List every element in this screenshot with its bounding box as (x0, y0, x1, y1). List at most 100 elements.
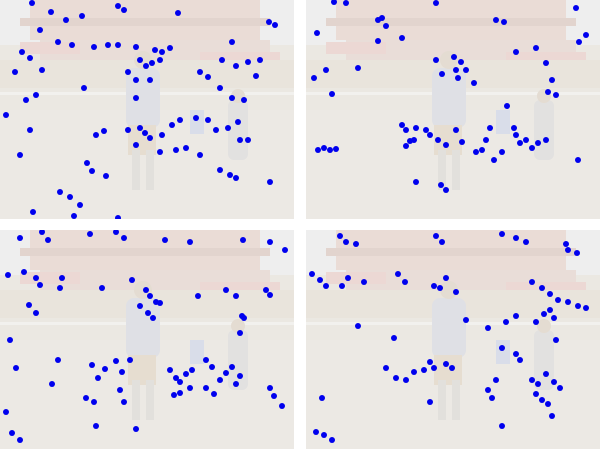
fixation-point (438, 182, 444, 188)
fixation-point (421, 367, 427, 373)
fixation-point (133, 142, 139, 148)
fixation-point (551, 315, 557, 321)
fixation-point (511, 125, 517, 131)
fixation-points (3, 230, 288, 443)
fixation-point (499, 231, 505, 237)
fixation-point (29, 0, 35, 6)
fixation-point (517, 140, 523, 146)
fixation-point (67, 194, 73, 200)
fixation-point (115, 215, 121, 219)
fixation-point (403, 377, 409, 383)
fixation-point (223, 370, 229, 376)
fixation-point (355, 65, 361, 71)
fixation-point (217, 85, 223, 91)
fixation-point (23, 97, 29, 103)
fixation-point (543, 137, 549, 143)
fixation-point (115, 3, 121, 9)
fixation-point (353, 241, 359, 247)
fixation-point (37, 27, 43, 33)
fixation-point (513, 49, 519, 55)
fixation-point (443, 361, 449, 367)
fixation-point (533, 391, 539, 397)
fixation-point (576, 39, 582, 45)
fixation-point (127, 357, 133, 363)
fixation-point (129, 277, 135, 283)
fixation-point (223, 287, 229, 293)
fixation-point (433, 233, 439, 239)
fixation-point (575, 303, 581, 309)
fixation-point (27, 55, 33, 61)
fixation-point (439, 71, 445, 77)
fixation-point (423, 127, 429, 133)
fixation-point (83, 395, 89, 401)
fixation-point (491, 157, 497, 163)
fixation-point (267, 292, 273, 298)
fixation-point (513, 132, 519, 138)
fixation-point (121, 7, 127, 13)
fixation-point (203, 385, 209, 391)
fixation-point (233, 381, 239, 387)
fixation-point (143, 287, 149, 293)
fixation-point (267, 239, 273, 245)
fixation-point (30, 209, 36, 215)
fixation-point (237, 373, 243, 379)
fixation-points (3, 0, 278, 219)
fixation-point (499, 423, 505, 429)
fixation-point (573, 5, 579, 11)
fixation-point (437, 285, 443, 291)
fixation-point (313, 429, 319, 435)
fixation-point (513, 235, 519, 241)
fixation-point (439, 239, 445, 245)
fixation-point (150, 315, 156, 321)
fixation-point (229, 39, 235, 45)
fixation-point (355, 323, 361, 329)
fixation-point (7, 337, 13, 343)
fixation-point (145, 310, 151, 316)
fixation-point (237, 330, 243, 336)
panel-bottom-right-svg (306, 230, 600, 449)
fixation-point (565, 299, 571, 305)
fixation-point (197, 69, 203, 75)
fixation-point (33, 92, 39, 98)
fixation-point (533, 319, 539, 325)
fixation-point (159, 49, 165, 55)
fixation-points (311, 0, 589, 193)
fixation-point (433, 57, 439, 63)
fixation-point (175, 10, 181, 16)
fixation-point (91, 399, 97, 405)
fixation-point (225, 125, 231, 131)
fixation-point (547, 291, 553, 297)
fixation-point (105, 42, 111, 48)
fixation-point (451, 54, 457, 60)
fixation-point (431, 283, 437, 289)
fixation-point (19, 49, 25, 55)
fixation-point (529, 377, 535, 383)
fixation-point (33, 310, 39, 316)
fixation-point (93, 423, 99, 429)
fixation-point (39, 230, 45, 235)
fixation-point (57, 189, 63, 195)
fixation-point (543, 371, 549, 377)
fixation-point (69, 42, 75, 48)
fixation-point (245, 59, 251, 65)
fixation-point (137, 303, 143, 309)
fixation-point (125, 69, 131, 75)
fixation-point (115, 42, 121, 48)
fixation-point (321, 432, 327, 438)
fixation-point (103, 173, 109, 179)
faded-photo (0, 230, 294, 449)
fixation-point (48, 9, 54, 15)
fixation-point (187, 385, 193, 391)
fixation-point (233, 293, 239, 299)
fixation-point (427, 132, 433, 138)
fixation-point (458, 59, 464, 65)
panel-top-left-svg (0, 0, 294, 219)
fixation-point (119, 369, 125, 375)
fixation-point (399, 122, 405, 128)
fixation-point (513, 313, 519, 319)
fixation-point (157, 300, 163, 306)
fixation-point (517, 357, 523, 363)
fixation-point (189, 367, 195, 373)
fixation-point (162, 237, 168, 243)
fixation-point (501, 19, 507, 25)
